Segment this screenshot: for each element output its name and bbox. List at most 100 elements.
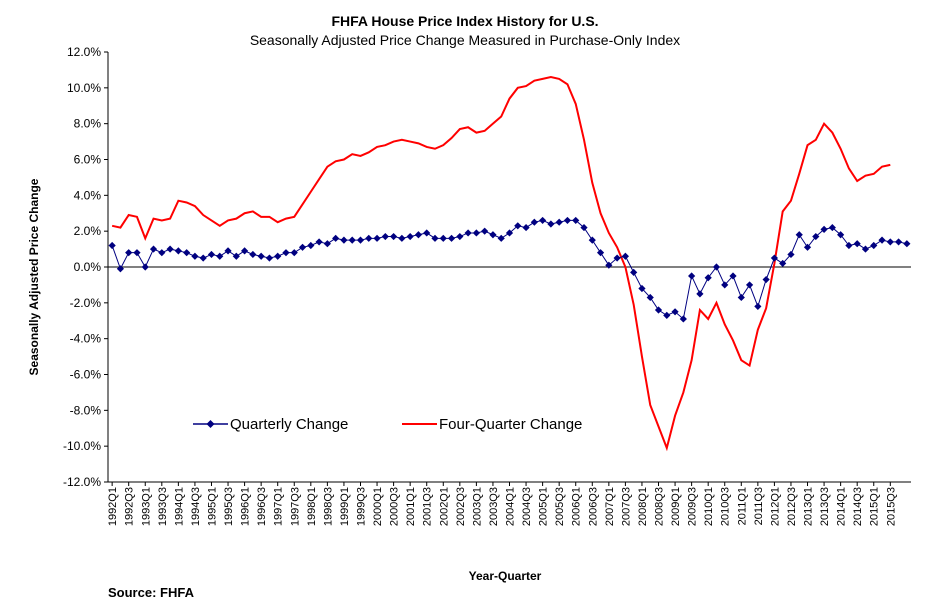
x-tick-label: 1996Q1 [240,487,252,526]
y-tick-label: 6.0% [74,153,102,167]
y-tick-label: 0.0% [74,260,102,274]
y-tick-label: 4.0% [74,188,102,202]
quarterly-change-point [133,249,141,257]
x-tick-label: 2011Q3 [753,487,765,525]
quarterly-change-point [323,240,331,248]
x-tick-label: 1995Q1 [206,487,218,526]
x-tick-label: 2009Q3 [687,487,699,526]
x-tick-labels: 1992Q1 1992Q3 1993Q1 1993Q3 1994Q1 1994Q3 1995… [107,482,897,526]
quarterly-change-point [613,254,621,262]
quarterly-change-point [191,252,199,260]
quarterly-change-point [696,290,704,298]
x-tick-label: 1993Q1 [140,487,152,526]
quarterly-change-point [671,308,679,316]
x-tick-label: 1995Q3 [223,487,235,526]
quarterly-change-point [754,302,762,311]
x-tick-label: 1997Q1 [273,487,285,526]
quarterly-change-point [729,272,737,280]
x-tick-label: 2002Q1 [438,487,450,526]
quarterly-change-point [240,247,249,255]
x-tick-label: 2007Q3 [620,487,632,526]
quarterly-change-point [688,272,696,280]
quarterly-change-point [745,281,754,289]
quarterly-change-point [505,229,514,237]
y-tick-labels: 12.0% 10.0% 8.0% 6.0% 4.0% 2.0% 0.0% -2.0% -4.0%… [63,45,108,489]
quarterly-change-point [588,236,596,244]
quarterly-change-point [903,240,911,248]
x-tick-label: 1992Q3 [124,487,136,526]
y-tick-label: -6.0% [70,368,102,382]
quarterly-change-point [447,234,456,242]
quarterly-change-point [265,254,274,262]
x-tick-label: 2000Q3 [389,487,401,526]
x-tick-label: 2006Q3 [587,487,599,526]
quarterly-change-point [166,245,174,253]
x-tick-label: 2015Q3 [885,487,897,526]
quarterly-change-point [216,252,224,260]
quarterly-change-point [770,254,779,262]
quarterly-change-point [149,245,158,253]
quarterly-change-point [199,254,207,262]
x-tick-label: 1999Q3 [355,487,367,526]
quarterly-change-point [630,268,638,276]
quarterly-change-point [472,229,480,237]
y-tick-label: -12.0% [63,475,101,489]
x-tick-label: 2011Q1 [736,487,748,525]
x-tick-label: 2012Q3 [786,487,798,526]
source-note: Source: FHFA [108,585,195,600]
quarterly-change-point [712,263,721,271]
quarterly-change-point [812,232,820,241]
quarterly-change-point [414,231,423,239]
x-tick-label: 1993Q3 [157,487,169,526]
x-tick-label: 1992Q1 [107,487,119,526]
x-tick-label: 2003Q1 [471,487,483,526]
quarterly-change-point [547,220,555,228]
quarterly-change-point [580,223,588,232]
quarterly-change-point [116,265,125,273]
x-tick-label: 2013Q1 [803,487,815,526]
quarterly-change-markers [108,216,911,323]
x-tick-label: 1999Q1 [339,487,351,526]
x-tick-label: 2010Q1 [703,487,715,526]
y-axis-label: Seasonally Adjusted Price Change [27,178,41,375]
quarterly-change-point [828,223,836,232]
x-axis-label: Year-Quarter [469,569,542,583]
x-tick-label: 2006Q1 [571,487,583,526]
quarterly-change-point [431,234,439,242]
quarterly-change-point [390,232,398,241]
quarterly-change-point [423,229,431,237]
quarterly-change-point [870,241,878,250]
quarterly-change-point [356,236,365,244]
quarterly-change-point [464,229,472,237]
quarterly-change-point [183,249,191,257]
quarterly-change-point [646,293,654,302]
quarterly-change-point [555,218,563,226]
x-tick-label: 1998Q3 [322,487,334,526]
quarterly-change-point [795,231,803,239]
quarterly-change-point [654,306,663,314]
quarterly-change-point [820,225,828,233]
x-tick-label: 2013Q3 [819,487,831,526]
x-tick-label: 2009Q1 [670,487,682,526]
quarterly-change-point [315,238,323,246]
quarterly-change-point [679,315,687,323]
x-tick-label: 1998Q1 [306,487,318,526]
quarterly-change-point [837,231,845,239]
quarterly-change-point [158,249,166,257]
x-tick-label: 2004Q1 [505,487,517,526]
quarterly-change-point [489,231,497,239]
quarterly-change-point [539,216,547,225]
x-tick-label: 2002Q3 [455,487,467,526]
quarterly-change-point [307,241,315,250]
chart-subtitle: Seasonally Adjusted Price Change Measure… [250,32,680,48]
quarterly-change-point [596,249,605,257]
quarterly-change-point [787,250,795,259]
x-tick-label: 2007Q1 [604,487,616,526]
quarterly-change-point [332,234,340,242]
x-tick-label: 2005Q1 [538,487,550,526]
legend-label-four-quarter-change: Four-Quarter Change [439,416,582,433]
quarterly-change-point [207,250,216,259]
quarterly-change-point [282,249,290,257]
quarterly-change-point [298,243,307,251]
